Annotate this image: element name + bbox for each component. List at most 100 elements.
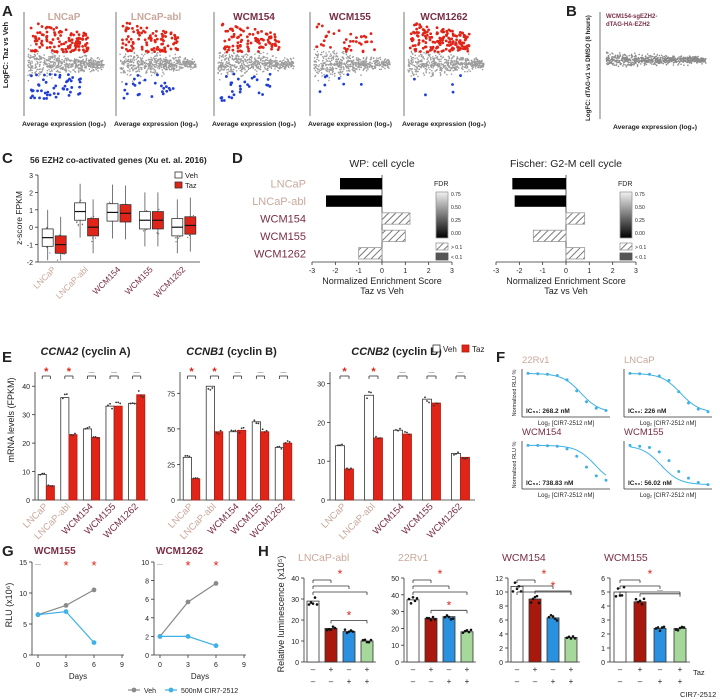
b-point: [619, 55, 621, 57]
e-sig-star: *: [189, 366, 194, 378]
ma-point-ns: [235, 70, 238, 72]
ma-point-ns: [447, 62, 450, 64]
f-data-point: [706, 483, 710, 487]
b-xlabel: Average expression (log₂): [613, 124, 697, 131]
ma-point-ns: [419, 66, 422, 68]
ma-point-up: [441, 41, 445, 45]
d-row-label-lncap-abl: LNCaP-abl: [252, 196, 306, 208]
ma-point-ns: [85, 57, 88, 60]
ma-point-up: [451, 40, 455, 43]
ma-point-ns: [465, 64, 467, 66]
b-point: [625, 56, 628, 59]
ma-point-ns: [335, 58, 338, 61]
h-ytick-label: 10: [391, 643, 399, 650]
ma-point-ns: [254, 53, 256, 55]
b-point: [606, 63, 609, 66]
ma-point-ns: [27, 64, 29, 66]
ma-point-ns: [250, 57, 253, 60]
f-title: LNCaP: [624, 355, 655, 366]
b-point: [695, 57, 697, 59]
b-point: [649, 56, 651, 58]
h-ytick-label: 20: [291, 618, 299, 625]
ma-point-up: [78, 37, 82, 40]
c-jitter: [179, 236, 181, 238]
d-legend-gradient: [435, 191, 449, 239]
ma-point-ns: [57, 61, 60, 64]
ma-point-ns: [174, 67, 176, 69]
ma-point-ns: [218, 54, 221, 57]
ma-point-ns: [331, 71, 334, 74]
ma-point-ns: [138, 61, 141, 63]
ma-point-up: [36, 31, 40, 35]
ma-point-ns: [167, 61, 169, 64]
ma-point-ns: [169, 65, 171, 67]
ma-point-ns: [322, 64, 325, 66]
ma-point-ns: [411, 71, 413, 73]
ma-point-down: [45, 97, 48, 100]
ma-xlabel: Average expression (log₂): [402, 121, 486, 128]
ma-point-ns: [347, 57, 349, 59]
ma-point-ns: [478, 66, 480, 69]
ma-point-ns: [134, 67, 136, 69]
g-series-point: [91, 587, 97, 593]
e-bar-veh: [82, 428, 92, 501]
e-ytick-label: 50: [167, 427, 175, 434]
d-legend-lt: < 0.1: [451, 255, 462, 261]
d-legend-tick: 0.00: [451, 231, 461, 237]
b-point: [705, 57, 707, 60]
h-replicate: [571, 635, 575, 638]
c-jitter: [158, 208, 160, 210]
ma-point-down: [54, 95, 58, 99]
ma-point-ns: [423, 51, 425, 54]
ma-point-ns: [330, 57, 333, 60]
b-point: [677, 64, 679, 66]
ma-point-ns: [28, 70, 30, 72]
b-point: [662, 62, 664, 65]
ma-point-ns: [131, 67, 133, 69]
b-point: [687, 57, 690, 59]
ma-point-ns: [318, 70, 320, 73]
b-point: [636, 63, 639, 66]
ma-point-ns: [86, 63, 88, 65]
ma-xlabel: Average expression (log₂): [114, 121, 198, 128]
ma-point-ns: [28, 56, 30, 59]
ma-point-up: [268, 36, 271, 40]
h-replicate: [640, 602, 644, 606]
ma-point-ns: [365, 70, 368, 72]
ma-point-up: [421, 39, 425, 43]
ma-point-ns: [316, 67, 318, 70]
h-replicate: [445, 614, 449, 617]
ma-point-ns: [41, 68, 44, 71]
ma-point-ns: [189, 66, 192, 68]
f-data-point: [555, 374, 559, 378]
b-point: [615, 57, 617, 60]
c-legend-taz-swatch: [174, 181, 183, 189]
ma-point-ns: [342, 50, 344, 53]
ma-point-ns: [346, 60, 349, 62]
ma-point-ns: [246, 62, 249, 64]
ma-point-ns: [160, 64, 162, 66]
ma-point-ns: [456, 56, 459, 58]
ma-point-up: [246, 26, 250, 30]
panel-letter-g: G: [2, 543, 14, 560]
e-replicate: [433, 404, 435, 407]
ma-point-ns: [248, 67, 250, 70]
ma-point-ns: [457, 62, 460, 64]
ma-point-ns: [220, 61, 223, 64]
ma-point-ns: [133, 51, 136, 54]
e-replicate: [397, 429, 399, 432]
h-ylabel: Relative luminescence (x10⁵): [276, 556, 286, 673]
ma-point-ns: [383, 61, 386, 64]
ma-point-ns: [175, 69, 177, 72]
h-ytick-label: 5: [601, 590, 605, 597]
ma-point-ns: [246, 54, 249, 56]
h-taz-sign: –: [658, 665, 663, 674]
ma-point-ns: [287, 60, 290, 62]
ma-point-ns: [27, 74, 29, 77]
ma-point-ns: [159, 60, 161, 63]
e-ns-dash: —: [400, 370, 406, 376]
b-point: [657, 56, 659, 59]
ma-point-up: [85, 41, 89, 45]
